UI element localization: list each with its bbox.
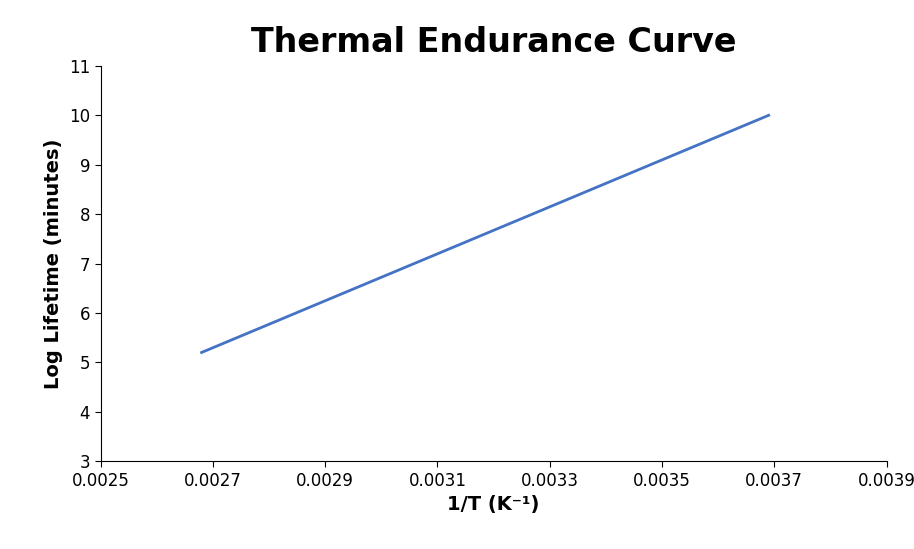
X-axis label: 1/T (K⁻¹): 1/T (K⁻¹) bbox=[447, 495, 540, 514]
Title: Thermal Endurance Curve: Thermal Endurance Curve bbox=[250, 26, 737, 59]
Y-axis label: Log Lifetime (minutes): Log Lifetime (minutes) bbox=[44, 138, 63, 389]
